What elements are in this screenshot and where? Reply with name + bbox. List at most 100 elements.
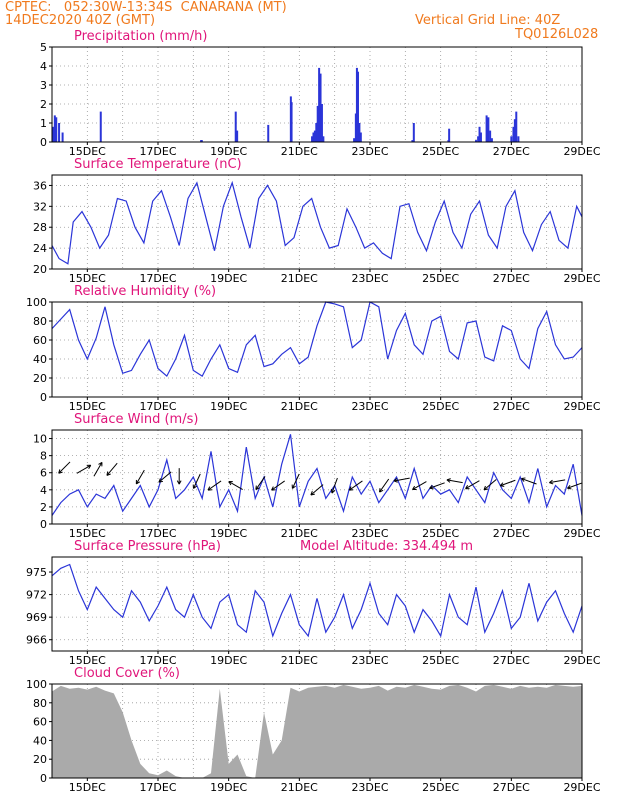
y-tick-label: 2 <box>40 98 47 111</box>
precip-bar <box>479 132 482 142</box>
wind-arrow <box>429 482 445 490</box>
wind-arrow <box>446 478 463 484</box>
panel-subtitle: Model Altitude: 334.494 m <box>300 539 473 554</box>
header-run-date: 14DEC2020 40Z (GMT) <box>5 13 156 28</box>
x-tick-label: 23DEC <box>351 527 388 540</box>
y-tick-label: 6 <box>40 467 47 480</box>
precip-bar <box>267 124 270 142</box>
x-tick-label: 21DEC <box>281 145 318 158</box>
x-tick-label: 15DEC <box>69 654 106 667</box>
panel-title: Surface Wind (m/s) <box>74 412 198 427</box>
wind-arrow <box>549 479 566 485</box>
precip-bar <box>515 111 518 142</box>
wind-arrow <box>58 461 71 474</box>
x-tick-label: 25DEC <box>422 145 459 158</box>
precip-bar <box>475 140 477 142</box>
wind-arrow <box>379 478 390 493</box>
y-tick-label: 28 <box>33 221 47 234</box>
x-tick-label: 19DEC <box>210 781 247 794</box>
wind-arrow <box>348 480 363 491</box>
precip-bar <box>315 123 318 142</box>
precip-bar <box>322 136 325 142</box>
panel-2: Relative Humidity (%) 15DEC 17DEC 19DEC 21DE… <box>26 284 601 413</box>
x-tick-label: 27DEC <box>493 272 530 285</box>
x-tick-label: 29DEC <box>563 654 600 667</box>
precip-bar <box>510 136 513 142</box>
precip-bar <box>517 136 520 142</box>
wind-arrow <box>465 480 480 490</box>
wind-arrow <box>521 477 537 485</box>
y-tick-label: 40 <box>33 734 47 747</box>
precip-bar <box>61 132 64 142</box>
x-tick-label: 17DEC <box>139 654 176 667</box>
x-tick-label: 29DEC <box>563 272 600 285</box>
y-tick-label: 975 <box>26 566 47 579</box>
x-tick-label: 21DEC <box>281 654 318 667</box>
precip-bar <box>313 130 316 142</box>
x-tick-label: 21DEC <box>281 272 318 285</box>
header-grid-info: Vertical Grid Line: 40Z <box>415 13 561 28</box>
panel-title: Surface Pressure (hPa) <box>74 539 221 554</box>
x-tick-label: 19DEC <box>210 527 247 540</box>
x-tick-label: 15DEC <box>69 272 106 285</box>
x-tick-label: 23DEC <box>351 145 388 158</box>
precip-bar <box>412 123 415 142</box>
cloud-cover-area <box>52 684 582 778</box>
x-tick-label: 25DEC <box>422 654 459 667</box>
precip-bar <box>512 126 515 142</box>
y-tick-label: 966 <box>26 634 47 647</box>
precip-bar <box>487 117 490 142</box>
wind-arrow <box>291 473 300 489</box>
precip-bar <box>359 132 362 142</box>
precip-bar <box>53 115 56 142</box>
x-tick-label: 25DEC <box>422 272 459 285</box>
y-tick-label: 8 <box>40 450 47 463</box>
x-tick-label: 17DEC <box>139 781 176 794</box>
x-tick-label: 15DEC <box>69 781 106 794</box>
wind-arrow <box>393 477 410 483</box>
y-tick-label: 20 <box>33 263 47 276</box>
precip-bar <box>236 130 239 142</box>
precip-bar <box>58 123 61 142</box>
panel-3: Surface Wind (m/s) 15DEC 17DEC 19DEC 21DEC 23… <box>33 412 601 540</box>
x-tick-label: 17DEC <box>139 145 176 158</box>
precip-bar <box>358 123 361 142</box>
series-line <box>51 180 583 265</box>
x-tick-label: 27DEC <box>493 654 530 667</box>
y-tick-label: 60 <box>33 716 47 729</box>
wind-arrow <box>483 479 497 491</box>
precip-bar <box>312 132 315 142</box>
precip-bar <box>290 102 293 142</box>
panel-title: Relative Humidity (%) <box>74 284 216 299</box>
y-tick-label: 80 <box>33 315 47 328</box>
y-tick-label: 972 <box>26 589 47 602</box>
panel-frame <box>51 429 583 525</box>
precip-bar <box>318 67 321 142</box>
x-tick-label: 21DEC <box>281 527 318 540</box>
panel-title: Surface Temperature (nC) <box>74 157 242 172</box>
y-tick-label: 24 <box>33 242 47 255</box>
precip-bar <box>55 117 58 142</box>
x-tick-label: 27DEC <box>493 527 530 540</box>
precip-bar <box>490 138 493 142</box>
y-tick-label: 4 <box>40 484 47 497</box>
y-tick-label: 0 <box>40 136 47 149</box>
wind-arrow <box>412 481 427 491</box>
y-tick-label: 40 <box>33 353 47 366</box>
x-tick-label: 19DEC <box>210 400 247 413</box>
wind-arrow <box>192 473 201 489</box>
panel-title: Cloud Cover (%) <box>74 666 180 681</box>
wind-arrow <box>567 482 583 490</box>
x-tick-label: 27DEC <box>493 781 530 794</box>
precip-bar <box>485 115 488 142</box>
wind-arrow <box>271 480 285 491</box>
precip-bar <box>353 138 356 142</box>
precip-bar <box>99 111 102 142</box>
x-tick-label: 25DEC <box>422 781 459 794</box>
precip-bar <box>200 140 203 142</box>
panel-1: Surface Temperature (nC) 15DEC 17DEC 19DEC 2… <box>33 157 601 285</box>
header-station: CPTEC: 052:30W-13:34S CANARANA (MT) <box>5 0 287 15</box>
precip-bar <box>52 126 55 142</box>
wind-arrow <box>106 462 118 476</box>
